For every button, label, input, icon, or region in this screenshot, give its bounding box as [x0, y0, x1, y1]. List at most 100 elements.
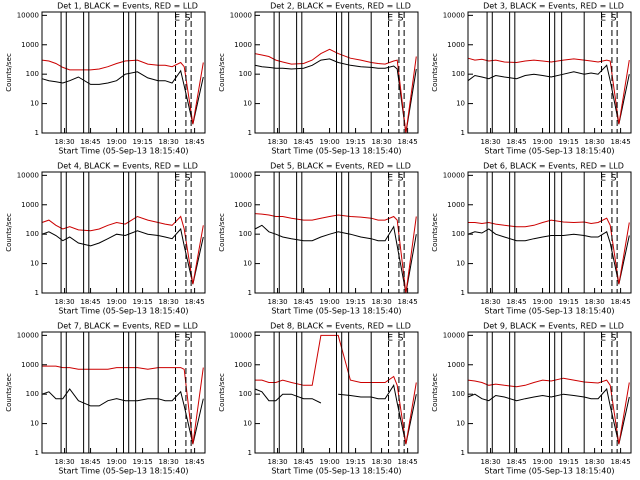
annotation: E [174, 334, 180, 344]
panel: Det 6, BLACK = Events, RED = LLD Counts/s… [431, 162, 632, 316]
x-tick-label: 19:00 [319, 138, 339, 146]
annotation: E [600, 174, 606, 184]
y-tick-label: 1000 [234, 361, 252, 369]
annotation: S [611, 174, 617, 184]
y-tick-label: 10000 [230, 171, 252, 179]
series-line [468, 217, 630, 285]
x-tick-label: 18:45 [611, 458, 631, 466]
plot-frame [467, 331, 632, 454]
series-line [41, 227, 204, 285]
series-line [41, 388, 204, 445]
y-tick-label: 10000 [17, 171, 39, 179]
series-line [467, 377, 630, 445]
x-tick-label: 18:45 [293, 138, 313, 146]
y-axis-label: Counts/sec [218, 373, 226, 412]
y-tick-label: 1000 [447, 201, 465, 209]
panel-title: Det 2, BLACK = Events, RED = LLD [270, 2, 411, 11]
x-tick-label: 19:15 [558, 138, 578, 146]
x-tick-label: 18:30 [584, 138, 604, 146]
panel-title: Det 6, BLACK = Events, RED = LLD [483, 162, 624, 171]
panel: Det 4, BLACK = Events, RED = LLD Counts/s… [5, 162, 206, 316]
x-tick-label: 18:45 [398, 138, 418, 146]
y-tick-label: 10 [30, 420, 39, 428]
annotation: E [387, 334, 393, 344]
x-tick-label: 19:15 [345, 298, 365, 306]
y-axis-label: Counts/sec [218, 53, 226, 92]
plot-frame [41, 11, 206, 134]
y-tick-label: 1000 [234, 41, 252, 49]
x-tick-label: 18:30 [158, 298, 178, 306]
panel-title: Det 7, BLACK = Events, RED = LLD [57, 322, 198, 331]
annotation: E [600, 334, 606, 344]
y-tick-label: 10 [30, 260, 39, 268]
annotation: S [611, 334, 617, 344]
annotation: E [387, 174, 393, 184]
x-tick-label: 19:00 [319, 458, 339, 466]
y-tick-label: 1 [248, 449, 252, 457]
y-tick-label: 100 [452, 230, 465, 238]
y-tick-label: 100 [239, 230, 252, 238]
plot-frame [467, 171, 632, 294]
y-axis-label: Counts/sec [431, 373, 439, 412]
series-line [41, 59, 204, 125]
y-axis-label: Counts/sec [431, 53, 439, 92]
y-tick-label: 10000 [443, 331, 465, 339]
series-line [467, 228, 630, 285]
y-tick-label: 1 [248, 129, 252, 137]
x-tick-label: 18:45 [80, 138, 100, 146]
x-axis-label: Start Time (05-Sep-13 18:15:40) [58, 467, 188, 476]
x-tick-label: 19:00 [319, 298, 339, 306]
x-tick-label: 19:15 [132, 458, 152, 466]
x-tick-label: 18:30 [480, 138, 500, 146]
x-tick-label: 18:30 [54, 138, 74, 146]
panel-title: Det 4, BLACK = Events, RED = LLD [57, 162, 198, 171]
y-tick-label: 10 [456, 100, 465, 108]
x-tick-label: 19:15 [345, 458, 365, 466]
annotation: S [398, 14, 404, 24]
y-tick-label: 10 [456, 420, 465, 428]
plot-frame [254, 171, 419, 294]
y-tick-label: 100 [452, 390, 465, 398]
y-tick-label: 10000 [443, 11, 465, 19]
series-line [254, 48, 417, 134]
x-axis-label: Start Time (05-Sep-13 18:15:40) [58, 147, 188, 156]
x-tick-label: 18:30 [371, 458, 391, 466]
x-tick-label: 19:00 [532, 298, 552, 306]
x-tick-label: 19:00 [532, 458, 552, 466]
panel: Det 2, BLACK = Events, RED = LLD Counts/s… [218, 2, 419, 156]
x-tick-label: 18:30 [371, 298, 391, 306]
x-axis-label: Start Time (05-Sep-13 18:15:40) [484, 147, 614, 156]
panel: Det 5, BLACK = Events, RED = LLD Counts/s… [218, 162, 419, 316]
annotation: S [185, 14, 191, 24]
annotation: S [185, 174, 191, 184]
annotation: S [398, 174, 404, 184]
x-tick-label: 19:15 [132, 298, 152, 306]
x-tick-label: 19:15 [132, 138, 152, 146]
y-tick-label: 10 [30, 100, 39, 108]
x-tick-label: 18:45 [398, 458, 418, 466]
x-tick-label: 18:45 [506, 298, 526, 306]
x-axis-label: Start Time (05-Sep-13 18:15:40) [484, 307, 614, 316]
x-tick-label: 18:30 [267, 138, 287, 146]
x-axis-label: Start Time (05-Sep-13 18:15:40) [271, 467, 401, 476]
series-line [467, 57, 630, 125]
panel: Det 7, BLACK = Events, RED = LLD Counts/s… [5, 322, 206, 476]
x-tick-label: 18:30 [267, 458, 287, 466]
y-tick-label: 10000 [443, 171, 465, 179]
annotation: S [611, 14, 617, 24]
y-tick-label: 100 [26, 70, 39, 78]
annotation: S [398, 334, 404, 344]
x-tick-label: 18:45 [80, 298, 100, 306]
panel-title: Det 5, BLACK = Events, RED = LLD [270, 162, 411, 171]
panel-title: Det 9, BLACK = Events, RED = LLD [483, 322, 624, 331]
y-tick-label: 1 [461, 289, 465, 297]
y-tick-label: 1 [461, 449, 465, 457]
x-tick-label: 19:15 [345, 138, 365, 146]
x-tick-label: 18:30 [158, 138, 178, 146]
y-tick-label: 1 [35, 289, 39, 297]
x-tick-label: 18:30 [584, 458, 604, 466]
x-tick-label: 18:45 [506, 458, 526, 466]
x-tick-label: 19:00 [532, 138, 552, 146]
x-tick-label: 19:00 [106, 298, 126, 306]
y-tick-label: 10000 [230, 331, 252, 339]
